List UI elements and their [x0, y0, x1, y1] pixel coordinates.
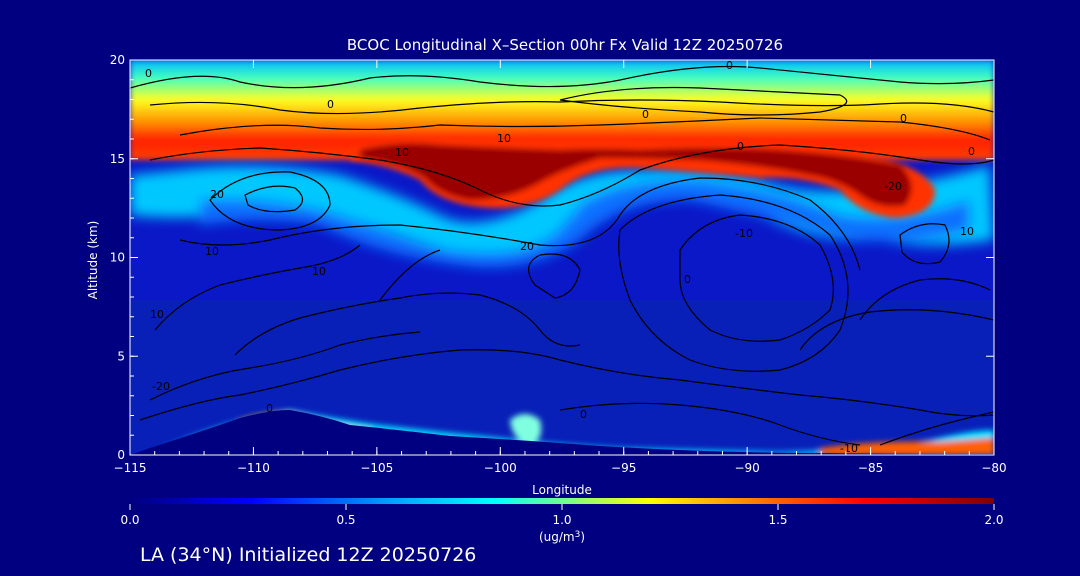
colorbar-ramp: [130, 498, 994, 504]
contour-label: 10: [312, 265, 326, 278]
contour-label: 10: [960, 225, 974, 238]
colorbar-ticks: 0.0 0.5 1.0 1.5 2.0: [120, 504, 1004, 527]
high-concentration-cores: [350, 137, 935, 218]
colorbar-units-part1: (ug/m: [539, 530, 575, 544]
contour-label: 0: [737, 140, 744, 153]
x-tick-label: −90: [734, 461, 759, 475]
y-axis-label: Altitude (km): [86, 221, 100, 300]
contour-label: 0: [684, 273, 691, 286]
contour-label: 10: [205, 245, 219, 258]
x-tick-label: −115: [114, 461, 147, 475]
topography: [130, 410, 994, 455]
colorbar-tick-label: 1.0: [552, 513, 571, 527]
y-tick-label: 0: [117, 448, 125, 462]
y-tick-label: 20: [110, 53, 125, 67]
colorbar-units-part2: ): [580, 530, 585, 544]
contour-label: 0: [642, 108, 649, 121]
x-tick-label: −110: [237, 461, 270, 475]
contour-label-group: 0 0 0 0 0 10 10 20 10 10 0 0 0 -10 -20 1…: [145, 59, 975, 455]
contour-label: 0: [327, 98, 334, 111]
colorbar: 0.0 0.5 1.0 1.5 2.0 (ug/m3): [120, 498, 1004, 544]
colorbar-tick-label: 0.0: [120, 513, 139, 527]
y-tick-label: 5: [117, 349, 125, 363]
contour-label: 10: [395, 146, 409, 159]
contour-label: 0: [266, 402, 273, 415]
contour-label: 0: [145, 67, 152, 80]
x-tick-label: −85: [858, 461, 883, 475]
colorbar-tick-label: 2.0: [984, 513, 1003, 527]
x-axis-label: Longitude: [532, 483, 592, 497]
footer-caption: LA (34°N) Initialized 12Z 20250726: [140, 544, 476, 566]
x-tick-label: −100: [484, 461, 517, 475]
x-tick-label: −105: [360, 461, 393, 475]
contour-label: 10: [150, 308, 164, 321]
contour-label: -10: [840, 442, 858, 455]
contour-lines: [130, 65, 994, 446]
plot-area: 0 0 0 0 0 10 10 20 10 10 0 0 0 -10 -20 1…: [130, 59, 994, 455]
x-tick-label: −80: [981, 461, 1006, 475]
y-tick-label: 15: [110, 152, 125, 166]
colorbar-units: (ug/m3): [539, 530, 585, 544]
contour-label: 10: [497, 132, 511, 145]
contour-label: 20: [210, 188, 224, 201]
contour-label: 0: [968, 145, 975, 158]
contour-label: 0: [580, 408, 587, 421]
x-tick-label: −95: [611, 461, 636, 475]
colorbar-units-superscript: 3: [575, 530, 581, 540]
contour-label: 20: [520, 240, 534, 253]
contour-label: -20: [884, 180, 902, 193]
contour-label: 0: [900, 112, 907, 125]
contour-label: -20: [152, 380, 170, 393]
colorbar-tick-label: 0.5: [336, 513, 355, 527]
contour-label: -10: [735, 227, 753, 240]
y-tick-label: 10: [110, 251, 125, 265]
axis-ticks: −115 −110 −105 −100 −95 −90 −85 −80 0 5 10 15 20: [110, 53, 1007, 475]
contour-label: 0: [726, 59, 733, 72]
colorbar-tick-label: 1.5: [768, 513, 787, 527]
chart-title: BCOC Longitudinal X–Section 00hr Fx Vali…: [347, 36, 783, 54]
